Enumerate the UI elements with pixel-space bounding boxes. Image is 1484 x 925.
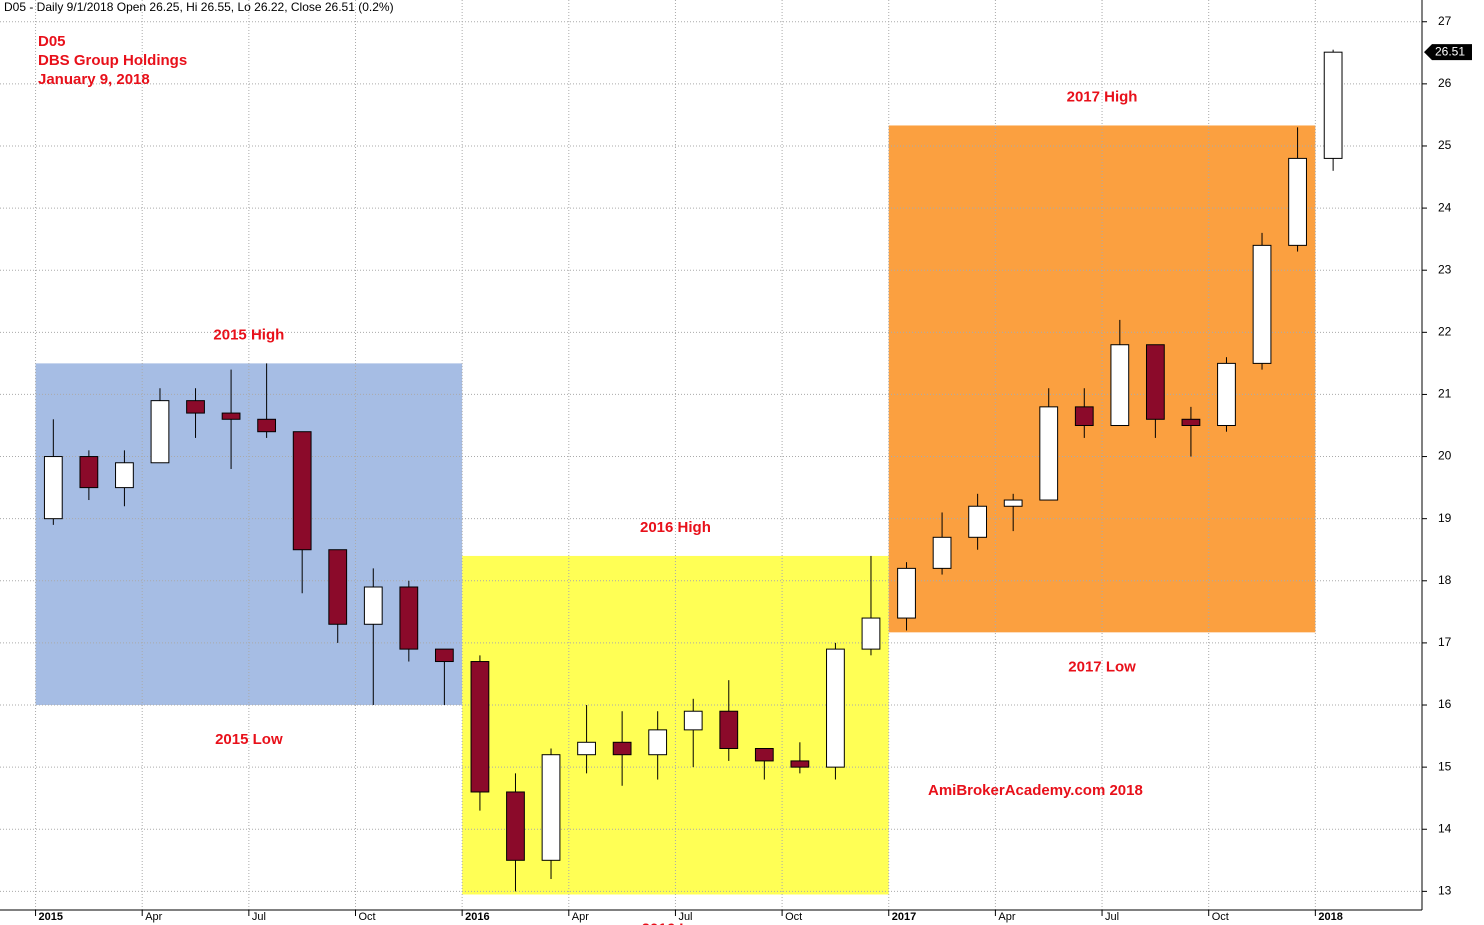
chart-title: D05: [38, 33, 66, 50]
y-tick-label: 27: [1438, 14, 1452, 28]
y-tick-label: 20: [1438, 449, 1452, 463]
candle-body: [115, 462, 134, 489]
y-tick-label: 24: [1438, 200, 1452, 214]
candle-body: [932, 536, 952, 569]
y-tick-label: 23: [1438, 262, 1452, 276]
y-tick-label: 15: [1438, 759, 1452, 773]
y-tick-label: 14: [1438, 821, 1452, 835]
text-layer: D05 - Daily 9/1/2018 Open 26.25, Hi 26.5…: [4, 0, 1472, 925]
candle-body: [186, 400, 205, 414]
candle-body: [1323, 51, 1343, 159]
candle-body: [897, 567, 916, 619]
candles-layer: [43, 49, 1343, 892]
candle-body: [363, 586, 383, 625]
range-high-label: 2016 High: [640, 519, 711, 536]
candle-body: [221, 412, 241, 420]
candle-body: [826, 648, 845, 768]
x-tick-label: 2018: [1318, 911, 1342, 923]
x-tick-label: Jul: [1105, 911, 1119, 923]
price-tag-label: 26.51: [1435, 44, 1465, 58]
candle-body: [1110, 344, 1130, 426]
range-low-label: 2015 Low: [215, 731, 283, 748]
candle-body: [43, 456, 63, 520]
y-tick-label: 16: [1438, 697, 1452, 711]
chart-date: January 9, 2018: [38, 71, 150, 88]
x-tick-label: Oct: [785, 911, 802, 923]
candle-body: [1288, 157, 1307, 246]
candle-body: [79, 456, 99, 489]
y-tick-label: 18: [1438, 573, 1452, 587]
x-tick-label: Apr: [572, 911, 589, 923]
candle-body: [577, 741, 596, 756]
candle-body: [968, 505, 988, 538]
candle-body: [861, 617, 881, 650]
x-tick-label: Oct: [1212, 911, 1229, 923]
x-tick-label: Oct: [359, 911, 376, 923]
candle-body: [328, 549, 348, 625]
candle-body: [648, 729, 668, 756]
x-tick-label: Jul: [678, 911, 692, 923]
range-high-label: 2015 High: [213, 326, 284, 343]
candle-body: [470, 661, 490, 793]
range-low-label: 2017 Low: [1068, 658, 1136, 675]
y-tick-label: 19: [1438, 511, 1452, 525]
candle-body: [683, 710, 703, 731]
candle-body: [1074, 406, 1094, 426]
y-tick-label: 26: [1438, 76, 1452, 90]
range-low-label: 2016 Low: [642, 920, 710, 925]
candle-body: [541, 754, 561, 861]
price-tag: [1424, 44, 1472, 61]
chart-subtitle: DBS Group Holdings: [38, 52, 187, 69]
y-tick-label: 21: [1438, 387, 1452, 401]
candle-body: [612, 741, 632, 756]
y-tick-label: 13: [1438, 884, 1452, 898]
candle-body: [754, 747, 774, 762]
y-tick-label: 17: [1438, 635, 1452, 649]
candle-body: [257, 418, 277, 433]
x-tick-label: Apr: [145, 911, 162, 923]
x-tick-label: 2015: [39, 911, 63, 923]
candle-body: [1039, 406, 1059, 501]
candle-body: [1145, 344, 1165, 420]
candle-body: [790, 760, 810, 768]
x-tick-label: 2016: [465, 911, 489, 923]
x-tick-label: Jul: [252, 911, 266, 923]
x-tick-label: 2017: [892, 911, 916, 923]
candle-body: [434, 648, 454, 663]
header: D05 - Daily 9/1/2018 Open 26.25, Hi 26.5…: [4, 0, 394, 14]
candle-body: [506, 791, 525, 861]
y-tick-label: 25: [1438, 138, 1452, 152]
y-tick-label: 22: [1438, 324, 1452, 338]
candle-body: [1003, 499, 1023, 507]
candle-body: [1181, 418, 1201, 426]
candle-body: [399, 586, 419, 650]
watermark: AmiBrokerAcademy.com 2018: [928, 782, 1143, 799]
grid-layer: 13 14 15 16 17 18 19 20 21 22 23 24 25 26 27 2015 Apr Jul…: [0, 0, 1452, 923]
range-high-label: 2017 High: [1067, 88, 1138, 105]
candle-body: [1252, 244, 1272, 364]
candle-body: [150, 400, 170, 464]
x-tick-label: Apr: [998, 911, 1015, 923]
candle-body: [1217, 362, 1236, 426]
candle-body: [292, 431, 312, 551]
candle-body: [719, 710, 739, 749]
